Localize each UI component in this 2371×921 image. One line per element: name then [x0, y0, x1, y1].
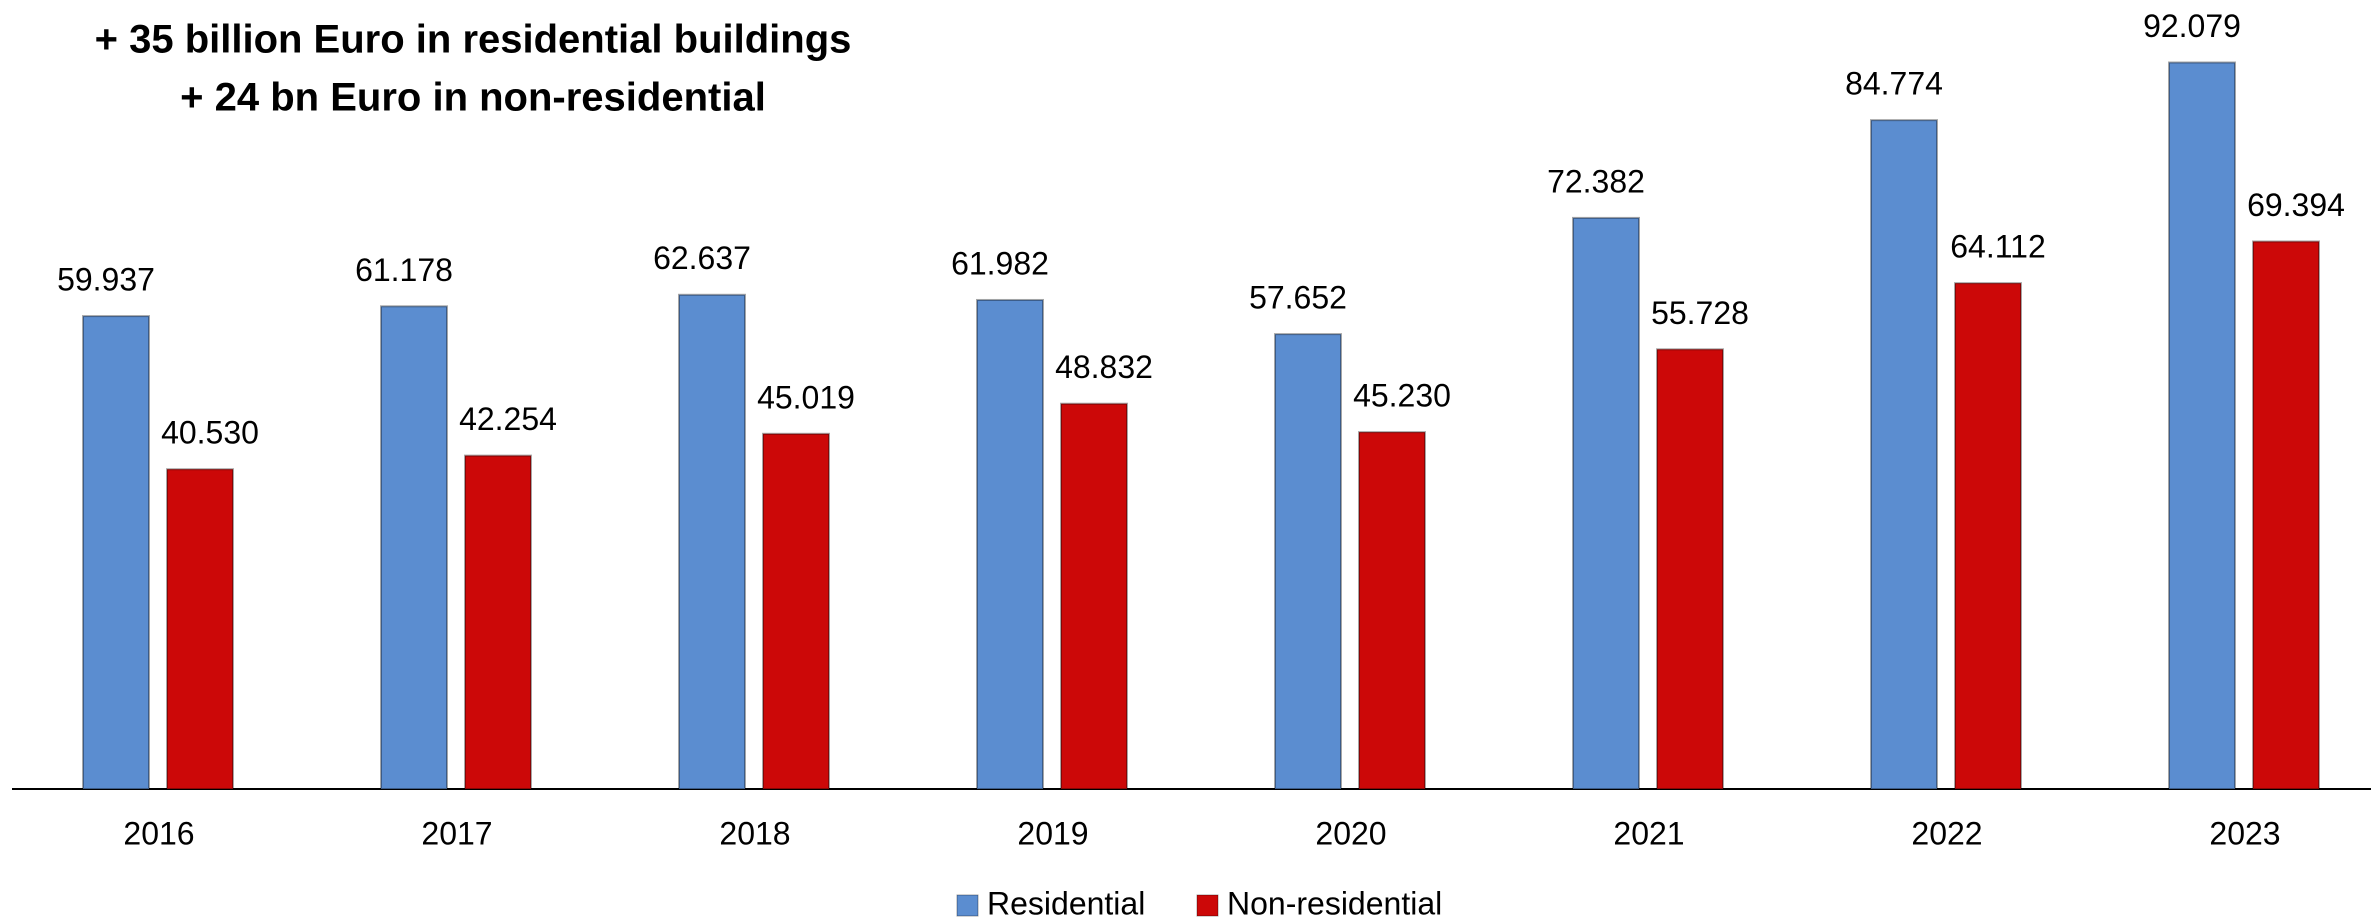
- bar: [464, 454, 532, 790]
- bar: [82, 315, 150, 790]
- bar: [976, 298, 1044, 790]
- legend-swatch: [1196, 894, 1219, 917]
- x-tick-label: 2021: [1613, 815, 1684, 851]
- x-tick-label: 2020: [1315, 815, 1386, 851]
- bar: [762, 432, 830, 790]
- data-label: 57.652: [1249, 280, 1347, 316]
- data-label: 42.254: [459, 401, 557, 437]
- bar: [2168, 61, 2236, 790]
- data-label: 45.230: [1353, 378, 1451, 414]
- data-label: 55.728: [1651, 295, 1749, 331]
- chart-title: + 35 billion Euro in residential buildin…: [95, 18, 852, 62]
- x-tick-label: 2022: [1911, 815, 1982, 851]
- bar: [1274, 333, 1342, 790]
- x-tick-label: 2017: [421, 815, 492, 851]
- bar: [1358, 431, 1426, 790]
- bar: [1870, 119, 1938, 791]
- data-label: 92.079: [2143, 8, 2241, 44]
- legend-swatch: [956, 894, 979, 917]
- x-tick-label: 2023: [2209, 815, 2280, 851]
- bar: [1656, 348, 1724, 790]
- chart-subtitle: + 24 bn Euro in non-residential: [180, 76, 766, 120]
- bar: [1572, 216, 1640, 791]
- data-label: 62.637: [653, 240, 751, 276]
- bar: [678, 293, 746, 790]
- data-label: 64.112: [1950, 229, 2046, 265]
- bar: [2252, 240, 2320, 791]
- x-tick-label: 2019: [1017, 815, 1088, 851]
- bar: [1954, 282, 2022, 790]
- data-label: 40.530: [161, 415, 259, 451]
- x-tick-label: 2018: [719, 815, 790, 851]
- x-tick-label: 2016: [123, 815, 194, 851]
- legend-label: Non-residential: [1227, 885, 1442, 921]
- data-label: 69.394: [2247, 187, 2345, 223]
- bar: [1060, 402, 1128, 790]
- legend-label: Residential: [987, 885, 1145, 921]
- data-label: 84.774: [1845, 66, 1943, 102]
- data-label: 61.982: [951, 245, 1049, 281]
- bar: [166, 468, 234, 790]
- bar: [380, 305, 448, 790]
- data-label: 72.382: [1547, 163, 1645, 199]
- data-label: 61.178: [355, 252, 453, 288]
- data-label: 59.937: [57, 262, 155, 298]
- data-label: 45.019: [757, 379, 855, 415]
- data-label: 48.832: [1055, 349, 1153, 385]
